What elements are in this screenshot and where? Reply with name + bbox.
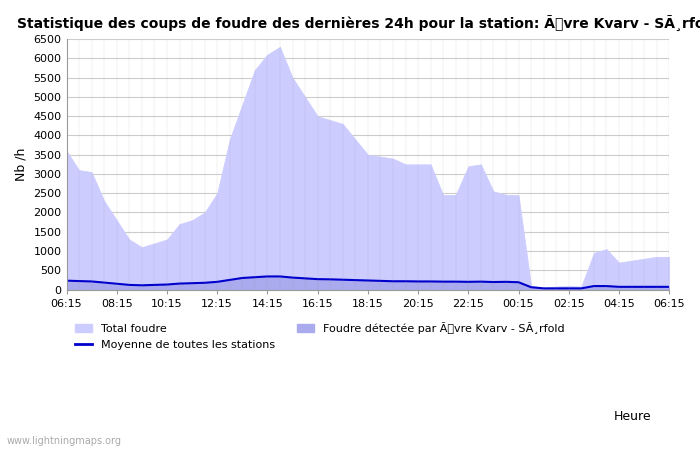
Title: Statistique des coups de foudre des dernières 24h pour la station: Ãvre Kvarv -: Statistique des coups de foudre des dern… (17, 15, 700, 31)
Legend: Total foudre, Moyenne de toutes les stations, Foudre détectée par Ãvre Kvarv - : Total foudre, Moyenne de toutes les stat… (71, 318, 568, 354)
Text: Heure: Heure (613, 410, 651, 423)
Text: www.lightningmaps.org: www.lightningmaps.org (7, 436, 122, 446)
Y-axis label: Nb /h: Nb /h (15, 148, 28, 181)
